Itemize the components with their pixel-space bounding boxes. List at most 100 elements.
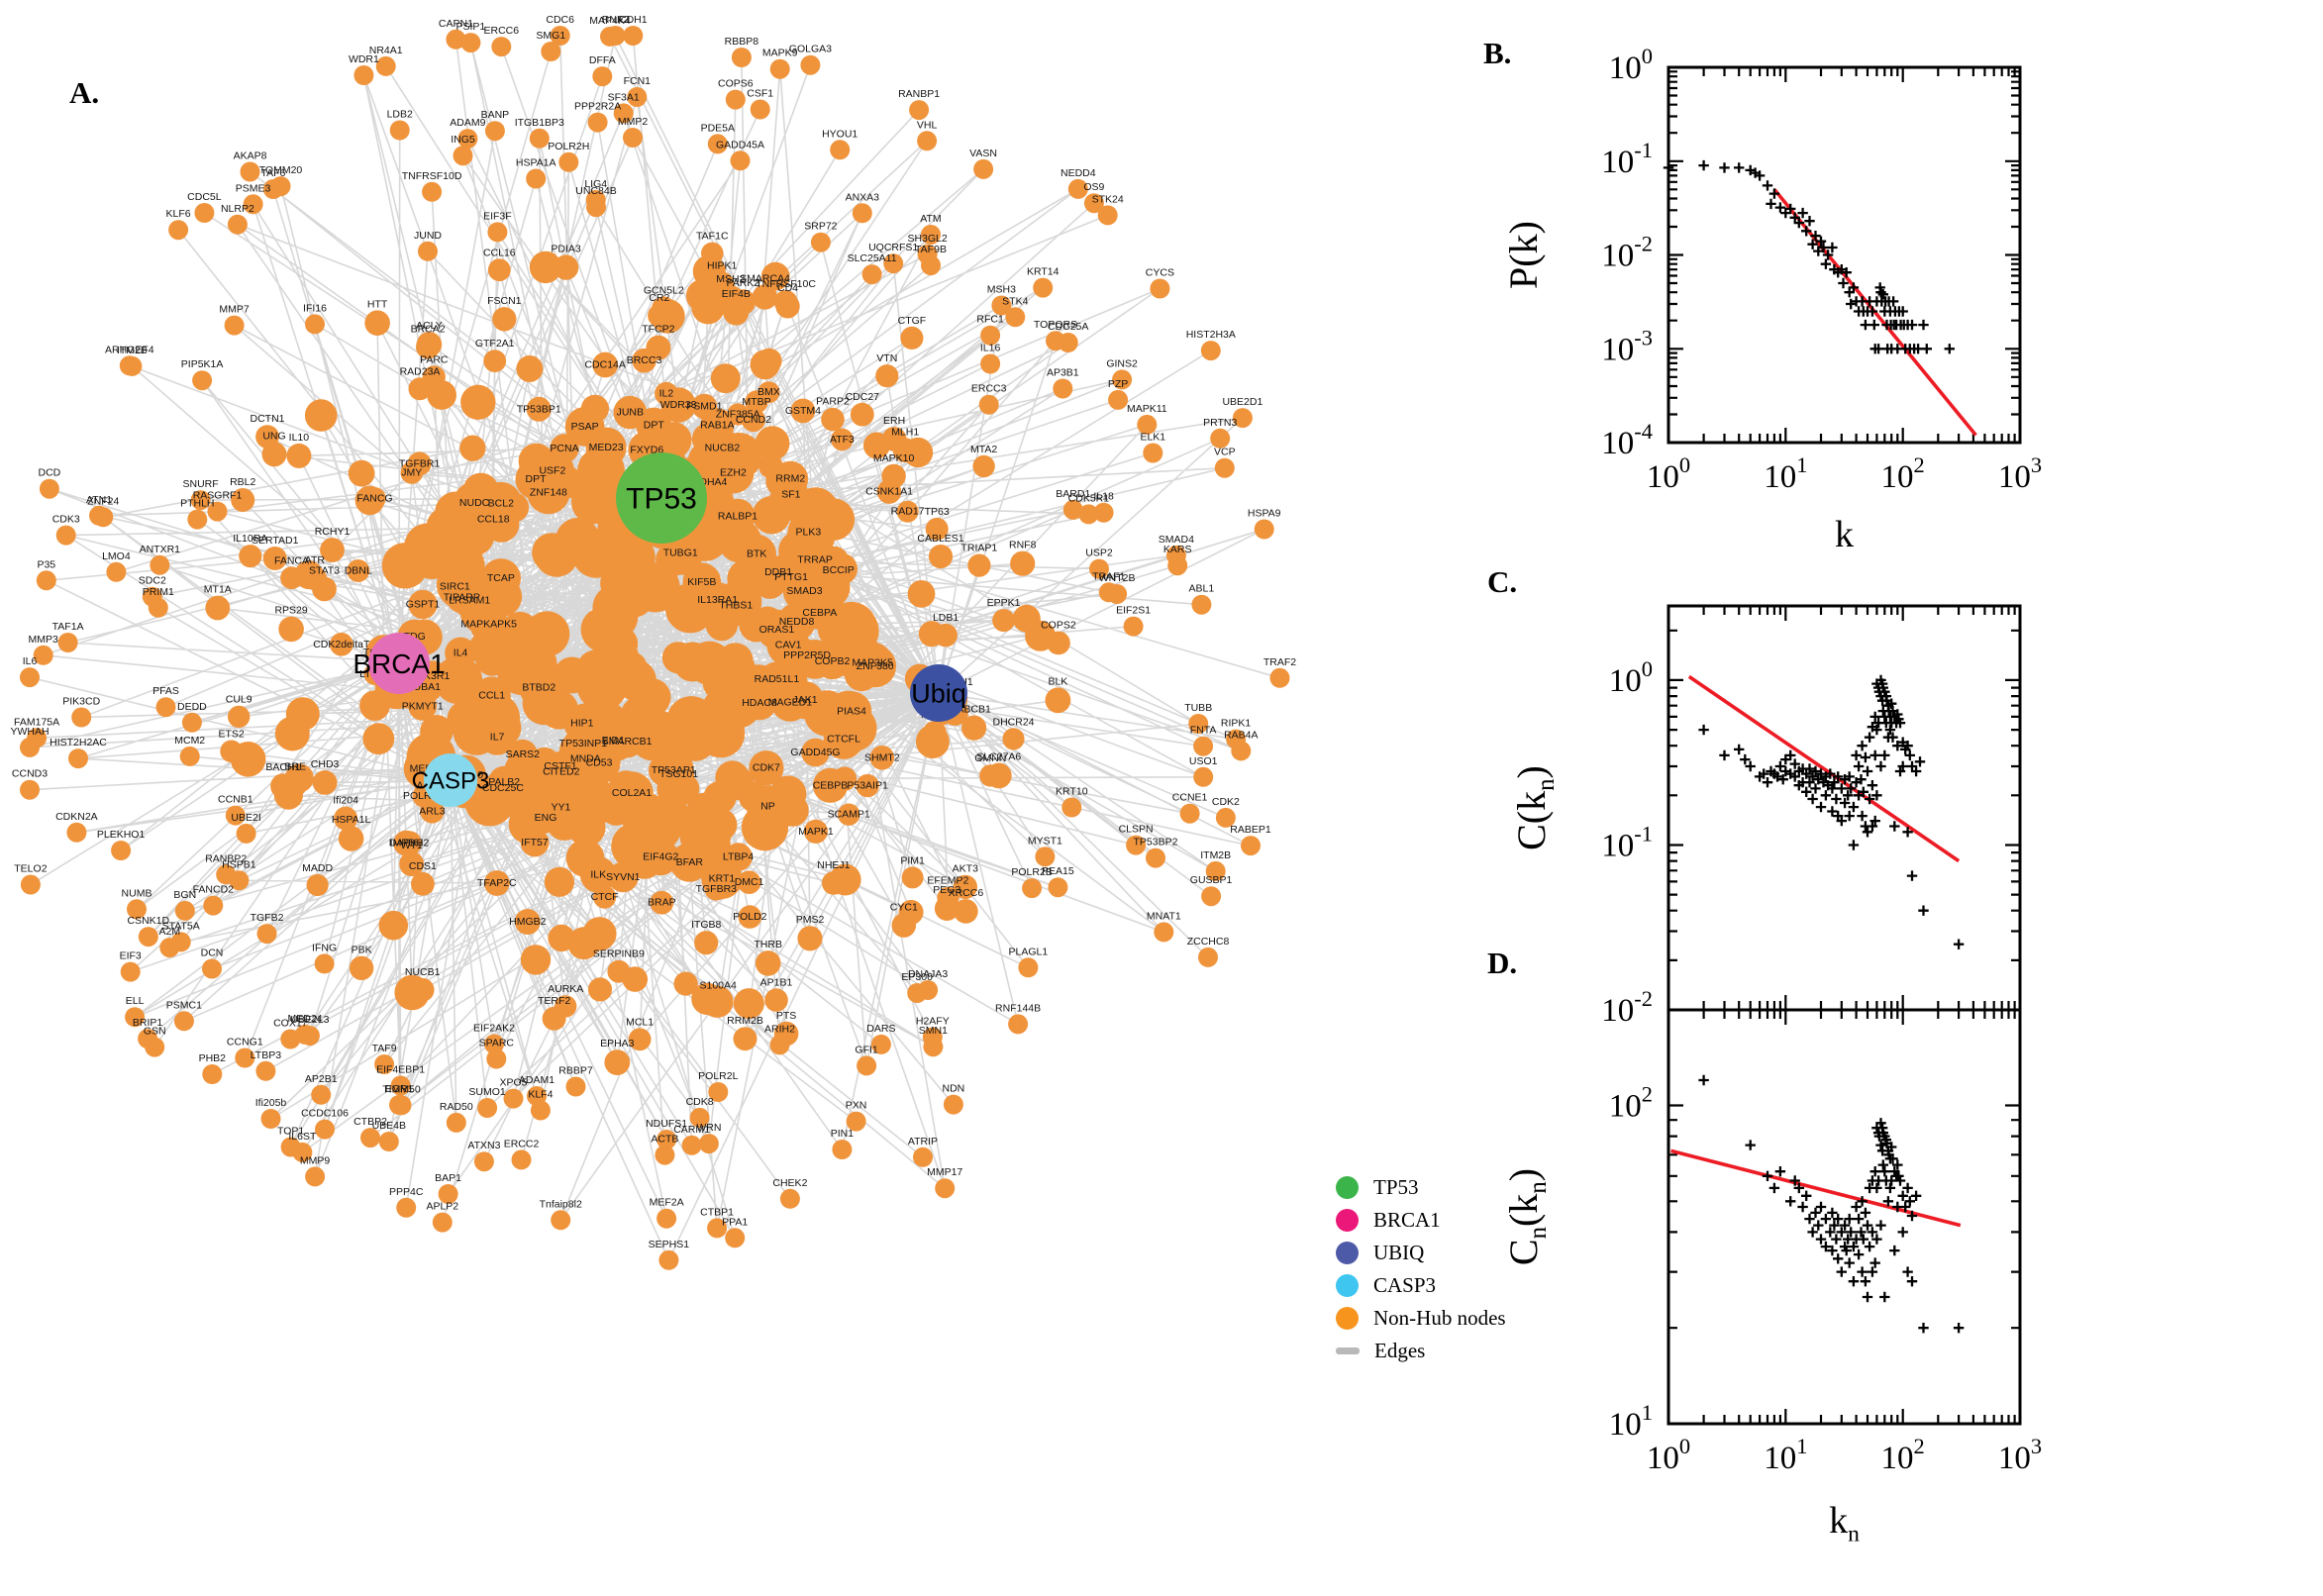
network-node-label: Tnfaip8l2 bbox=[540, 1198, 582, 1210]
network-node bbox=[320, 538, 345, 562]
legend-item-non-hub-nodes: Non-Hub nodes bbox=[1336, 1302, 1506, 1335]
network-node-label: PMS2 bbox=[796, 914, 825, 926]
network-node-label: CCDC106 bbox=[301, 1108, 349, 1120]
network-node-label: CCND3 bbox=[12, 768, 48, 780]
network-node-label: BCCIP bbox=[823, 564, 855, 576]
network-node-label: UQCRFS1 bbox=[868, 242, 918, 253]
network-node bbox=[592, 351, 619, 378]
network-node bbox=[1150, 278, 1170, 299]
hub-node-tp53: TP53 bbox=[616, 452, 707, 544]
network-node-label: PSAP bbox=[571, 421, 599, 433]
plot-frame bbox=[1666, 65, 2022, 445]
network-node bbox=[1188, 714, 1209, 734]
network-node-label: DEDD bbox=[177, 701, 207, 713]
hub-label-brca1: BRCA1 bbox=[353, 648, 445, 679]
network-node bbox=[1179, 803, 1200, 824]
network-node-label: USO1 bbox=[1189, 755, 1218, 767]
network-node-label: CLSPN bbox=[1119, 824, 1154, 836]
network-node-label: RPS29 bbox=[274, 605, 307, 617]
network-node bbox=[829, 863, 861, 896]
network-node bbox=[511, 1149, 532, 1170]
network-node-label: S100A4 bbox=[700, 979, 738, 991]
network-node bbox=[856, 773, 879, 798]
network-node bbox=[928, 545, 954, 569]
network-node-label: EPPK1 bbox=[987, 597, 1021, 609]
network-node bbox=[898, 899, 924, 925]
network-node-label: GADD45G bbox=[790, 747, 840, 758]
network-node-label: NDN bbox=[943, 1083, 965, 1095]
network-node-label: MED24 bbox=[287, 1013, 322, 1025]
legend-dot-icon bbox=[1336, 1176, 1359, 1199]
network-node bbox=[779, 1188, 800, 1209]
network-node bbox=[487, 222, 508, 243]
network-node-label: IL2 bbox=[659, 388, 674, 400]
network-node-label: SDC2 bbox=[139, 575, 166, 587]
network-node bbox=[918, 621, 946, 648]
network-node bbox=[733, 1027, 758, 1051]
network-node bbox=[883, 253, 904, 274]
network-node bbox=[613, 103, 634, 124]
network-node-label: RAD17 bbox=[891, 506, 925, 518]
network-node-label: POLD2 bbox=[733, 911, 767, 923]
network-node-label: POLR2L bbox=[698, 1070, 738, 1082]
network-node-label: PDE5A bbox=[701, 122, 735, 134]
network-node-label: TIPARP bbox=[444, 592, 480, 604]
network-node-label: RCHY1 bbox=[315, 526, 351, 538]
network-node bbox=[1046, 331, 1065, 351]
network-node bbox=[347, 559, 370, 582]
network-node bbox=[1210, 428, 1231, 449]
network-node-label: IFI16 bbox=[303, 302, 327, 314]
network-node-label: GTF2A1 bbox=[475, 338, 515, 349]
network-node bbox=[623, 26, 644, 46]
network-node-label: XPO5 bbox=[499, 1077, 527, 1089]
network-node bbox=[1045, 687, 1071, 714]
network-node-label: ELL bbox=[126, 995, 145, 1007]
tick-label: 10-3 bbox=[1601, 325, 1653, 367]
network-node-label: STK4 bbox=[1002, 295, 1028, 307]
y-axis-title: Cn(kn) bbox=[1501, 1168, 1552, 1265]
network-node bbox=[106, 561, 127, 582]
network-node-label: TRRAP bbox=[797, 553, 833, 565]
network-node bbox=[757, 609, 797, 649]
panel-b-plot: 100 101 102 103 100 10-1 10-2 10-3 10-4 k P(k) bbox=[1501, 44, 2042, 555]
network-node bbox=[656, 1130, 677, 1149]
network-node bbox=[374, 1054, 395, 1074]
network-node bbox=[576, 649, 617, 690]
network-node-label: CCNB1 bbox=[218, 794, 253, 806]
network-node bbox=[390, 1075, 411, 1096]
network-node bbox=[917, 131, 938, 151]
network-node-label: IFNG bbox=[312, 942, 337, 953]
network-node-label: CDK7 bbox=[753, 762, 780, 774]
network-node bbox=[701, 688, 743, 730]
network-node-label: IL4 bbox=[454, 648, 468, 659]
network-node-label: IL6ST bbox=[288, 1131, 317, 1143]
network-node bbox=[159, 938, 180, 958]
network-node bbox=[991, 295, 1012, 316]
network-node-label: DMC1 bbox=[735, 876, 764, 888]
network-node bbox=[468, 784, 500, 816]
network-node-label: SERPINB9 bbox=[593, 948, 645, 960]
network-node bbox=[715, 760, 750, 795]
plot-frame bbox=[1666, 1008, 2022, 1426]
network-node-label: CITED2 bbox=[543, 765, 580, 777]
network-node-label: ITM2B bbox=[117, 345, 148, 356]
network-node-label: DAPK3 bbox=[389, 838, 424, 849]
network-node-label: STK24 bbox=[1092, 193, 1124, 205]
network-node bbox=[630, 562, 680, 613]
network-node bbox=[354, 65, 374, 85]
network-node-label: CAV1 bbox=[775, 640, 802, 651]
network-node bbox=[438, 1184, 458, 1204]
network-node bbox=[1035, 847, 1056, 867]
network-node-label: UNC84B bbox=[575, 185, 616, 197]
network-node-label: IMPDH2 bbox=[390, 838, 430, 849]
network-node-label: MLH1 bbox=[891, 426, 919, 438]
network-node bbox=[1033, 277, 1054, 298]
network-node-label: ENG bbox=[535, 812, 557, 824]
network-node bbox=[138, 1029, 158, 1049]
network-node-label: AURKA bbox=[548, 983, 583, 995]
network-node-label: NUCB1 bbox=[405, 966, 441, 978]
network-node-label: DPT bbox=[644, 420, 665, 432]
network-node bbox=[483, 349, 507, 372]
network-node bbox=[483, 870, 510, 896]
network-node bbox=[854, 645, 897, 688]
